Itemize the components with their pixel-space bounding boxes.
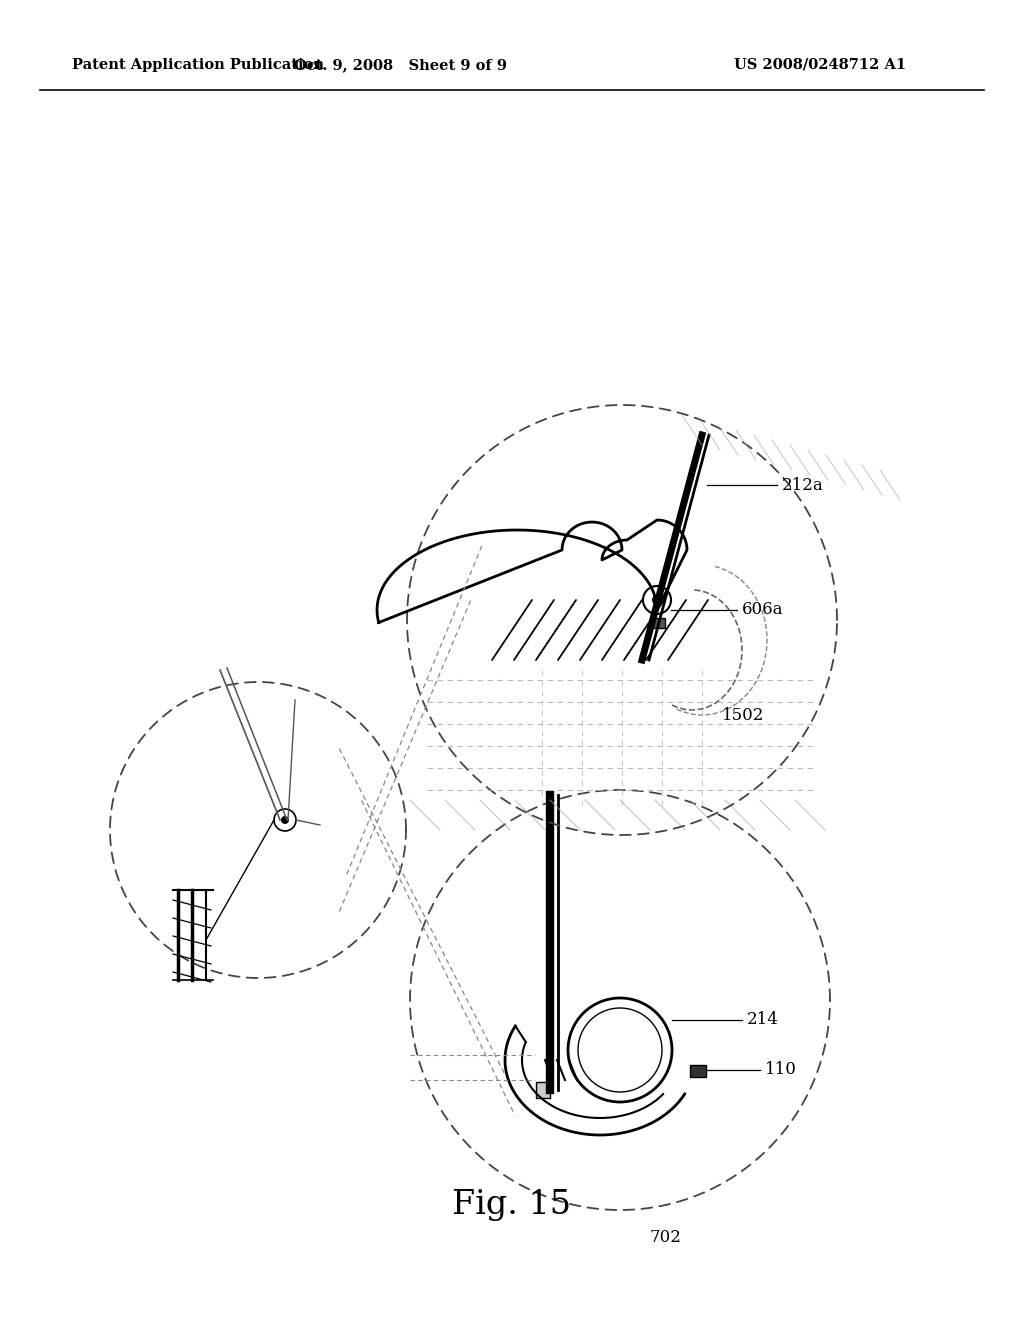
Text: 702: 702 xyxy=(650,1229,682,1246)
Text: Oct. 9, 2008   Sheet 9 of 9: Oct. 9, 2008 Sheet 9 of 9 xyxy=(294,58,507,73)
Text: 606a: 606a xyxy=(742,602,783,619)
Text: Patent Application Publication: Patent Application Publication xyxy=(72,58,324,73)
Text: US 2008/0248712 A1: US 2008/0248712 A1 xyxy=(734,58,906,73)
Circle shape xyxy=(652,595,662,605)
Bar xyxy=(651,618,665,628)
Text: 212a: 212a xyxy=(782,477,823,494)
Bar xyxy=(690,1065,706,1077)
Text: 1502: 1502 xyxy=(722,706,764,723)
Text: 214: 214 xyxy=(746,1011,779,1028)
Bar xyxy=(536,1082,550,1098)
Text: Fig. 15: Fig. 15 xyxy=(453,1189,571,1221)
Circle shape xyxy=(281,816,289,824)
Text: 110: 110 xyxy=(765,1061,797,1078)
